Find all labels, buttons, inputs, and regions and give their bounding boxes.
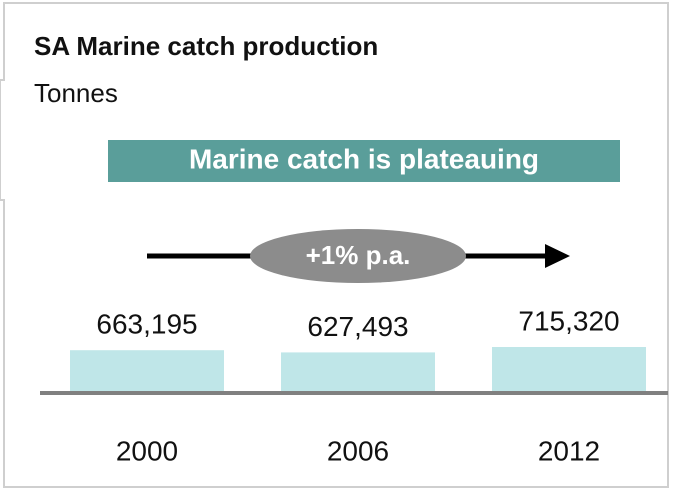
banner-text: Marine catch is plateauing: [189, 143, 539, 174]
growth-badge: [250, 229, 466, 283]
bar: [281, 352, 435, 391]
x-tick-label: 2006: [327, 435, 389, 466]
bar: [492, 347, 646, 391]
banner: [108, 140, 620, 182]
value-label: 627,493: [307, 311, 408, 342]
chart-subtitle: Tonnes: [34, 78, 118, 108]
value-label: 663,195: [96, 309, 197, 340]
x-tick-label: 2000: [116, 435, 178, 466]
chart-title: SA Marine catch production: [34, 31, 378, 61]
value-label: 715,320: [518, 305, 619, 336]
growth-text: +1% p.a.: [306, 240, 411, 270]
bar: [70, 350, 224, 391]
arrow-head: [545, 244, 570, 268]
x-tick-label: 2012: [538, 435, 600, 466]
